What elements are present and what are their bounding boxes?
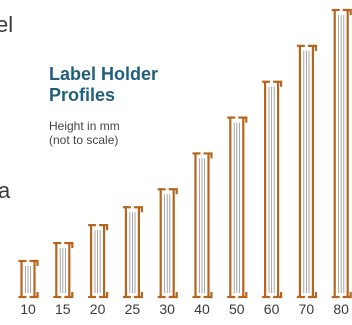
profile-bottom-right-lip	[99, 292, 109, 299]
subtitle-line-2: (not to scale)	[49, 133, 119, 147]
profile-top-right-lip	[29, 259, 39, 266]
profile-bottom-right-lip	[133, 292, 143, 299]
profile-bottom-right-lip	[307, 292, 317, 299]
profile-10mm	[18, 259, 39, 299]
profile-70mm	[296, 44, 317, 299]
profile-bottom-right-lip	[29, 292, 39, 299]
profile-50mm	[227, 116, 248, 299]
profile-bottom-right-lip	[238, 292, 248, 299]
profile-40mm	[192, 152, 213, 299]
profile-top-right-lip	[307, 44, 317, 51]
profile-top-right-lip	[203, 152, 213, 159]
profile-top-right-lip	[238, 116, 248, 123]
subtitle-line-1: Height in mm	[49, 119, 120, 133]
title-line-1: Label Holder	[49, 64, 159, 84]
profile-80mm	[331, 8, 352, 299]
profile-top-right-lip	[64, 241, 74, 249]
clipped-text-top: el	[0, 12, 14, 37]
tick-label-60: 60	[263, 301, 280, 317]
profile-60mm	[262, 80, 283, 299]
tick-label-10: 10	[20, 301, 36, 317]
clipped-text-bottom: a	[0, 178, 11, 203]
title-line-2: Profiles	[49, 85, 116, 105]
tick-label-70: 70	[298, 301, 315, 317]
profile-top-right-lip	[133, 206, 143, 213]
profile-top-right-lip	[168, 188, 178, 195]
profile-top-right-lip	[99, 224, 109, 231]
diagram-title: Label Holder Profiles	[49, 64, 199, 106]
diagram-subtitle: Height in mm (not to scale)	[49, 119, 179, 147]
profile-bottom-right-lip	[64, 292, 74, 299]
profile-top-right-lip	[342, 8, 352, 15]
tick-label-25: 25	[124, 301, 141, 317]
tick-label-50: 50	[229, 301, 245, 317]
profile-15mm	[53, 241, 74, 299]
tick-label-40: 40	[194, 301, 210, 317]
profile-bottom-right-lip	[203, 292, 213, 299]
tick-label-15: 15	[55, 301, 71, 317]
profile-20mm	[88, 224, 109, 299]
profile-bottom-right-lip	[342, 292, 352, 299]
profile-top-right-lip	[273, 80, 283, 87]
profile-bottom-right-lip	[168, 292, 178, 299]
tick-label-20: 20	[89, 301, 106, 317]
tick-label-30: 30	[159, 301, 175, 317]
profile-bottom-right-lip	[273, 292, 283, 299]
profile-30mm	[157, 188, 178, 299]
tick-label-80: 80	[333, 301, 349, 317]
profile-25mm	[122, 206, 143, 299]
